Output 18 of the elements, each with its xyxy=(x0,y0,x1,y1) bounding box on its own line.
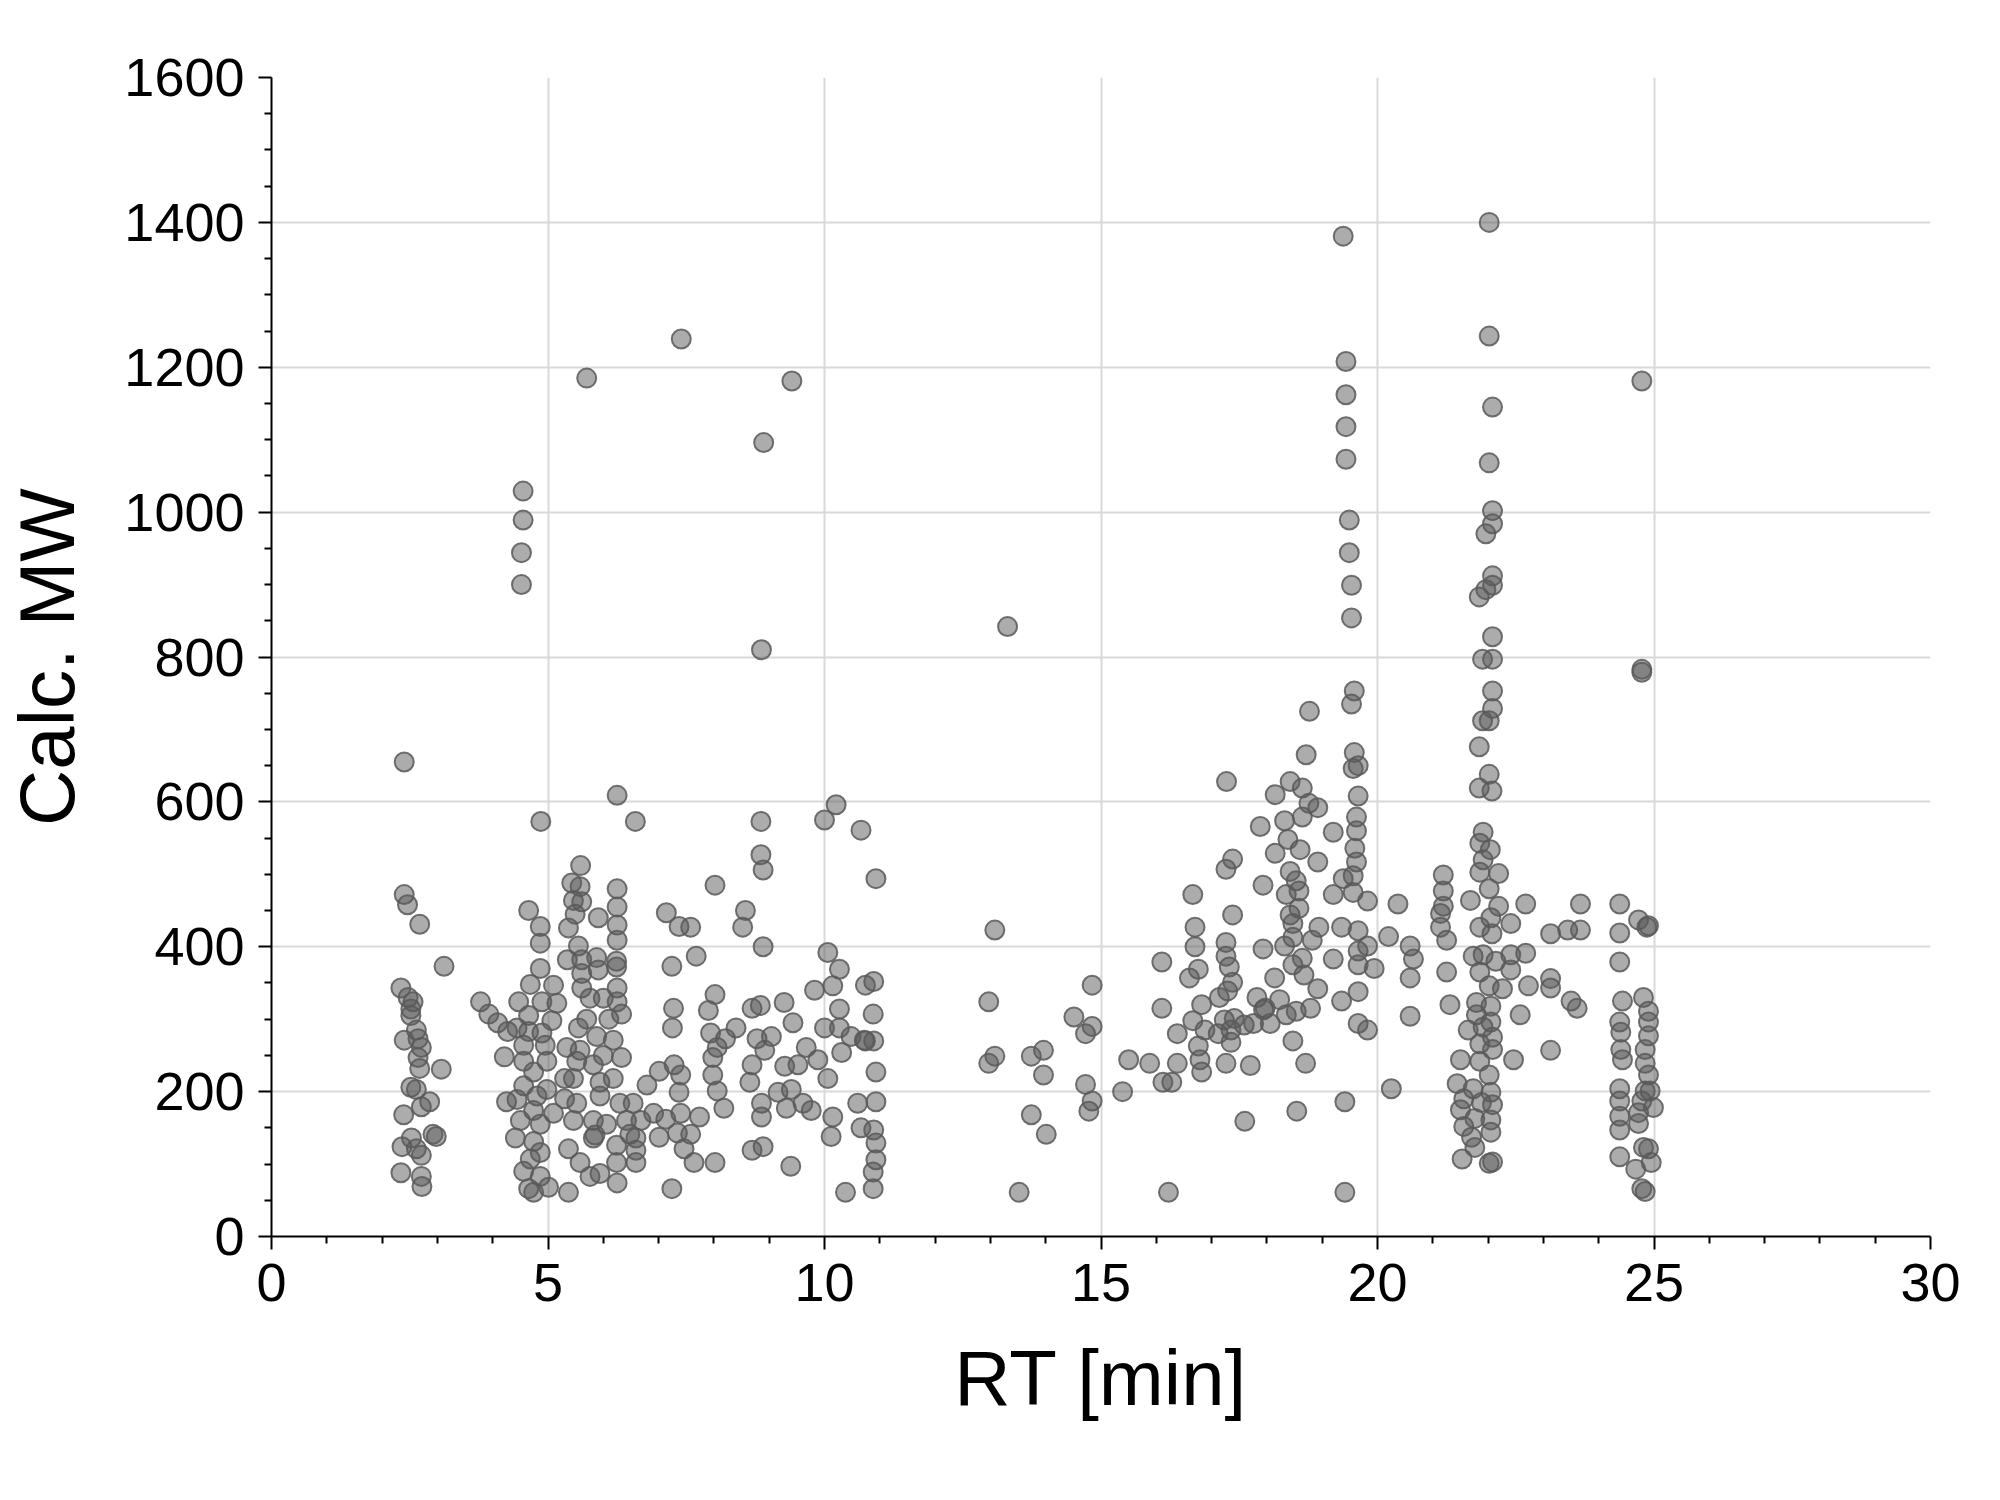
y-tick-label: 600 xyxy=(154,771,245,832)
y-tick-label: 400 xyxy=(154,916,245,977)
y-tick-label: 1200 xyxy=(124,336,245,397)
x-tick-label: 30 xyxy=(1900,1251,1961,1312)
x-tick-label: 0 xyxy=(256,1251,287,1312)
x-tick-label: 20 xyxy=(1347,1251,1408,1312)
x-axis-title: RT [min] xyxy=(954,1333,1247,1422)
y-axis-title: Calc. MW xyxy=(3,487,92,826)
y-tick-label: 200 xyxy=(154,1061,245,1122)
y-tick-label: 1600 xyxy=(124,47,245,107)
x-tick-label: 15 xyxy=(1070,1251,1132,1312)
x-tick-label: 10 xyxy=(794,1251,855,1312)
y-tick-label: 1000 xyxy=(124,481,245,542)
y-tick-label: 0 xyxy=(214,1206,245,1266)
y-tick-label: 1400 xyxy=(124,191,245,252)
x-tick-label: 25 xyxy=(1623,1251,1685,1312)
y-tick-label: 800 xyxy=(154,626,245,687)
x-tick-label: 5 xyxy=(532,1251,564,1312)
